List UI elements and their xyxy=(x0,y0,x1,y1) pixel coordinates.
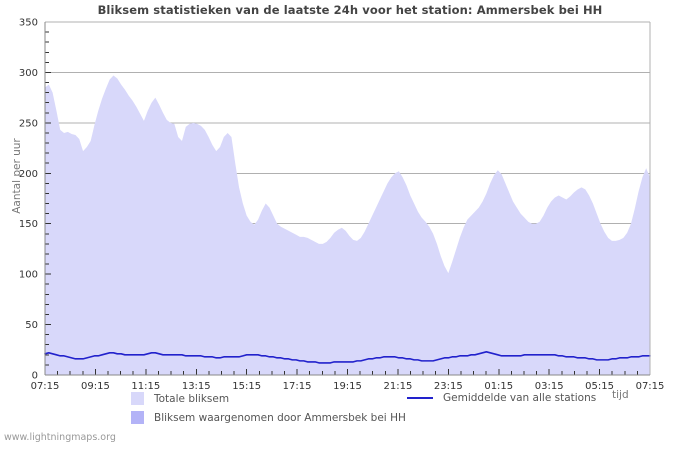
svg-text:03:15: 03:15 xyxy=(535,381,564,392)
legend-swatch-total-icon xyxy=(131,392,144,405)
svg-text:200: 200 xyxy=(19,169,38,180)
svg-text:50: 50 xyxy=(25,320,38,331)
svg-text:07:15: 07:15 xyxy=(636,381,665,392)
svg-text:17:15: 17:15 xyxy=(283,381,312,392)
svg-text:11:15: 11:15 xyxy=(131,381,160,392)
average-stations-line xyxy=(44,351,651,364)
legend-label-station: Bliksem waargenomen door Ammersbek bei H… xyxy=(154,411,406,424)
svg-text:0: 0 xyxy=(32,371,38,382)
svg-text:250: 250 xyxy=(19,118,38,129)
axis-tick-labels: 0 50 100 150 200 250 300 350 07:15 09:15 11:15 13:1… xyxy=(19,18,665,393)
svg-text:19:15: 19:15 xyxy=(333,381,362,392)
svg-text:05:15: 05:15 xyxy=(585,381,614,392)
legend-label-total: Totale bliksem xyxy=(154,392,230,405)
plot-frame xyxy=(44,21,651,376)
svg-text:09:15: 09:15 xyxy=(81,381,110,392)
legend-swatch-station-icon xyxy=(131,411,144,424)
svg-text:15:15: 15:15 xyxy=(232,381,261,392)
legend-item-total: Totale bliksem xyxy=(131,392,229,405)
svg-text:23:15: 23:15 xyxy=(434,381,463,392)
chart-title: Bliksem statistieken van de laatste 24h … xyxy=(97,3,603,17)
source-watermark: www.lightningmaps.org xyxy=(4,432,116,443)
legend-item-average: Gemiddelde van alle stations xyxy=(407,392,596,404)
svg-text:350: 350 xyxy=(19,18,38,29)
svg-text:300: 300 xyxy=(19,68,38,79)
svg-text:13:15: 13:15 xyxy=(182,381,211,392)
svg-text:150: 150 xyxy=(19,219,38,230)
svg-text:21:15: 21:15 xyxy=(384,381,413,392)
y-axis-label: Aantal per uur xyxy=(11,138,23,214)
total-lightning-area xyxy=(45,75,650,375)
svg-text:01:15: 01:15 xyxy=(484,381,513,392)
legend-label-average: Gemiddelde van alle stations xyxy=(443,392,597,404)
x-axis-label: tijd xyxy=(612,389,629,401)
chart-legend: Totale bliksem Bliksem waargenomen door … xyxy=(0,390,700,430)
svg-text:07:15: 07:15 xyxy=(31,381,60,392)
legend-item-station: Bliksem waargenomen door Ammersbek bei H… xyxy=(131,411,406,424)
svg-text:100: 100 xyxy=(19,270,38,281)
legend-line-average-icon xyxy=(407,397,433,399)
